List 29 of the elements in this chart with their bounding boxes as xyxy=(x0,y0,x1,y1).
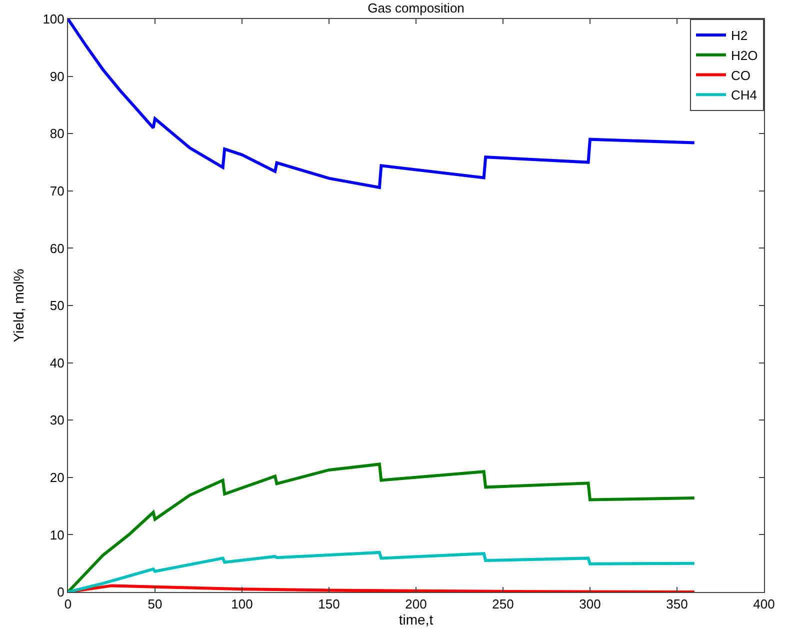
y-tick-label: 90 xyxy=(50,68,64,84)
x-tick-label: 300 xyxy=(579,596,601,612)
y-tick-label: 60 xyxy=(50,240,64,256)
y-tick-label: 40 xyxy=(50,355,64,370)
y-tick-label: 80 xyxy=(50,126,64,142)
x-axis-title: time,t xyxy=(398,612,434,628)
y-tick-label: 50 xyxy=(50,298,64,314)
legend-label: CO xyxy=(731,68,750,83)
x-tick-label: 50 xyxy=(148,596,162,612)
y-tick-label: 20 xyxy=(50,470,64,485)
x-tick-label: 400 xyxy=(753,596,775,612)
y-tick-label: 100 xyxy=(42,12,64,27)
y-tick-label: 10 xyxy=(50,527,64,542)
x-tick-label: 100 xyxy=(231,596,253,612)
legend-label: CH4 xyxy=(731,88,758,103)
legend-label: H2O xyxy=(731,48,758,63)
chart-title: Gas composition xyxy=(368,0,464,16)
line-series xyxy=(68,19,696,189)
line-series xyxy=(68,550,696,592)
y-axis-title: Yield, mol% xyxy=(10,268,26,342)
legend-label: H2 xyxy=(731,28,748,44)
x-tick-label: 350 xyxy=(666,596,688,612)
x-tick-label: 150 xyxy=(318,596,340,612)
line-series xyxy=(68,462,696,592)
y-tick-label: 30 xyxy=(50,412,64,428)
x-tick-label: 200 xyxy=(405,596,427,612)
y-tick-label: 0 xyxy=(57,584,64,600)
y-tick-label: 70 xyxy=(50,183,64,198)
x-tick-label: 250 xyxy=(492,596,514,612)
